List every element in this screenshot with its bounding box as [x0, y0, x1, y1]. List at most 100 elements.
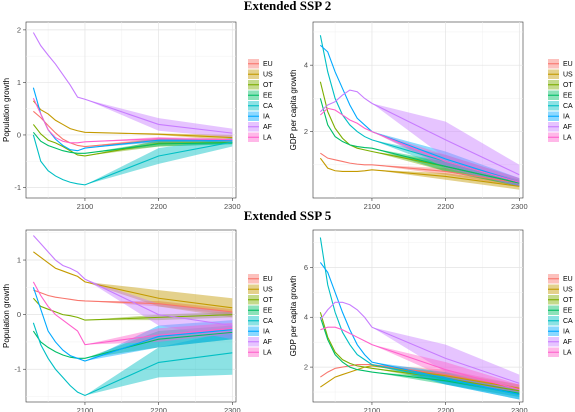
series-lines	[319, 35, 520, 187]
legend-item-af: AF	[548, 122, 572, 132]
series-line-ot	[32, 124, 233, 157]
legend-item-eu: EU	[548, 274, 573, 284]
legend-label: CA	[563, 318, 573, 325]
legend-label: CA	[263, 318, 273, 325]
legend-label: US	[263, 72, 273, 79]
legend-item-us: US	[548, 69, 573, 79]
legend-label: EE	[263, 93, 273, 100]
x-tick-label: 2300	[511, 406, 528, 412]
minor-gridlines	[313, 22, 523, 198]
legend-label: EU	[263, 61, 273, 68]
chart-ssp2-gdp-per-capita-growth: 2100 2200 2300 2 4 GDP per capita growth EU US O…	[289, 21, 573, 211]
band-la	[84, 322, 233, 345]
x-tick-label: 2300	[511, 202, 528, 211]
axis-ticks: 2100 2200 2300 -1 0 1 2	[14, 25, 240, 211]
series-line-af	[320, 89, 520, 176]
legend-label: LA	[563, 350, 572, 357]
legend-item-af: AF	[548, 337, 572, 347]
x-tick-label: 2200	[437, 202, 454, 211]
legend-item-ot: OT	[548, 80, 573, 90]
y-tick-label: 4	[304, 313, 308, 322]
axis-ticks: 2100 2200 2300 2 4 6	[304, 263, 528, 412]
series-line-ee	[319, 98, 520, 184]
legend-item-eu: EU	[248, 274, 273, 284]
series-line-eu	[33, 289, 233, 313]
legend-item-ia: IA	[248, 111, 270, 121]
x-tick-label: 2100	[77, 406, 94, 412]
x-tick-label: 2200	[437, 406, 454, 412]
legend: EU US OT EE CA IA AF LA	[548, 274, 573, 357]
plot-area	[312, 229, 524, 403]
series-lines	[32, 32, 233, 186]
chart-ssp2-population-growth: 2100 2200 2300 -1 0 1 2 Population growth EU US OT…	[2, 21, 273, 211]
legend-label: EU	[563, 61, 573, 68]
x-tick-label: 2300	[224, 202, 241, 211]
y-tick-label: -1	[14, 183, 21, 192]
legend-item-us: US	[248, 69, 273, 79]
legend-item-eu: EU	[248, 59, 273, 69]
x-tick-label: 2100	[364, 406, 381, 412]
y-axis-title: GDP per capita growth	[289, 276, 298, 357]
band-ot	[84, 311, 233, 321]
y-tick-label: 2	[17, 25, 21, 34]
minor-gridlines	[26, 230, 236, 402]
legend: EU US OT EE CA IA AF LA	[248, 274, 273, 357]
series-line-ot	[32, 297, 233, 321]
legend-label: OT	[563, 82, 573, 89]
legend-item-ca: CA	[548, 316, 573, 326]
axis-ticks: 2100 2200 2300 2 4	[304, 61, 528, 211]
series-line-ee	[32, 131, 233, 154]
series-line-us	[319, 157, 520, 187]
series-line-la	[320, 326, 520, 391]
legend-item-ee: EE	[548, 90, 573, 100]
band-us	[371, 169, 520, 190]
legend-item-af: AF	[248, 337, 272, 347]
band-af	[371, 327, 520, 393]
legend-label: AF	[263, 124, 272, 131]
legend-item-la: LA	[548, 347, 572, 357]
section-title-ssp2: Extended SSP 2	[243, 0, 332, 13]
y-tick-label: 1	[17, 78, 21, 87]
band-us	[84, 132, 233, 141]
series-line-eu	[320, 152, 520, 184]
major-gridlines	[26, 22, 236, 198]
legend-item-ia: IA	[248, 326, 270, 336]
legend-item-us: US	[548, 284, 573, 294]
legend-item-ee: EE	[548, 305, 573, 315]
series-line-us	[32, 100, 233, 139]
legend-label: AF	[263, 339, 272, 346]
series-line-la	[320, 107, 520, 183]
x-tick-label: 2200	[150, 202, 167, 211]
y-tick-label: 2	[304, 363, 308, 372]
legend-item-ia: IA	[548, 326, 570, 336]
series-line-us	[33, 251, 233, 309]
legend-item-ca: CA	[248, 316, 273, 326]
series-line-ot	[319, 81, 520, 184]
y-tick-label: 1	[17, 256, 21, 265]
y-tick-label: 4	[304, 61, 308, 70]
band-ot	[84, 140, 233, 156]
legend-item-la: LA	[548, 132, 572, 142]
legend: EU US OT EE CA IA AF LA	[548, 59, 573, 142]
band-af	[371, 103, 520, 185]
series-line-ia	[320, 44, 520, 183]
major-gridlines	[313, 230, 523, 402]
band-af	[84, 99, 233, 138]
legend-item-ia: IA	[548, 111, 570, 121]
legend-label: IA	[563, 114, 570, 121]
series-line-af	[32, 235, 233, 327]
legend-label: EU	[563, 276, 573, 283]
y-tick-label: -1	[14, 365, 21, 374]
legend-item-ca: CA	[548, 101, 573, 111]
series-line-ca	[319, 35, 520, 183]
series-line-la	[32, 281, 233, 346]
legend-label: LA	[563, 135, 572, 142]
series-line-ca	[32, 322, 233, 397]
legend-label: EU	[263, 276, 273, 283]
series-line-ca	[32, 134, 233, 186]
legend-label: OT	[263, 82, 273, 89]
series-lines	[319, 237, 520, 396]
y-tick-label: 0	[17, 310, 21, 319]
legend-item-af: AF	[248, 122, 272, 132]
major-gridlines	[313, 22, 523, 198]
